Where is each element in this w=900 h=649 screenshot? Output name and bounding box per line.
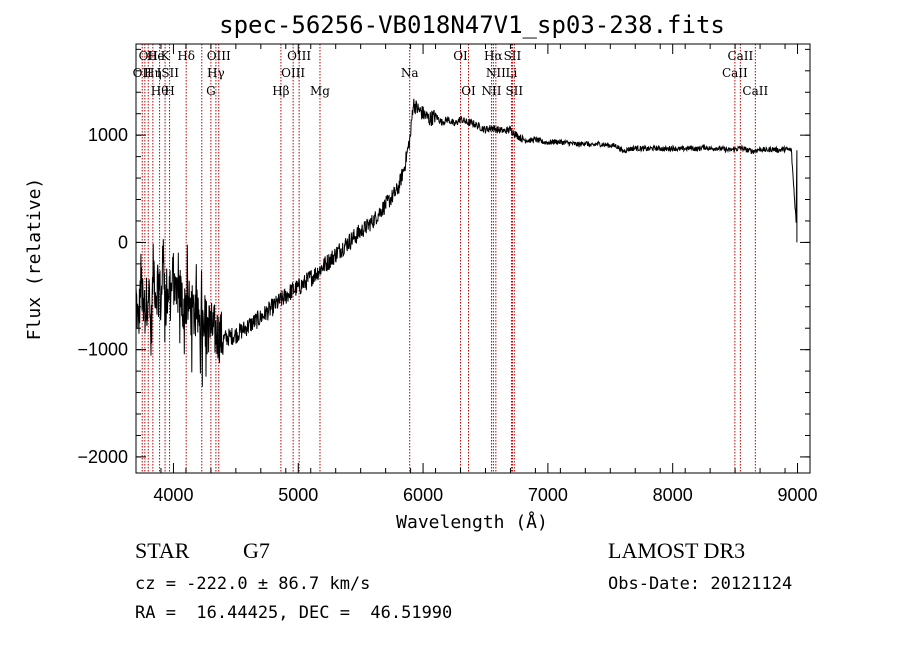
spectral-line-label: CaII (722, 66, 748, 80)
flux-series-line (135, 98, 798, 387)
x-tick-label: 6000 (403, 485, 443, 505)
spectral-line-label: OII (133, 66, 153, 80)
spectral-line-label: H (164, 84, 174, 98)
star-class: STAR (135, 538, 190, 563)
y-tick-label: 0 (118, 232, 128, 252)
spectral-line-label: SII (504, 49, 522, 63)
obs-date: Obs-Date: 20121124 (608, 574, 793, 594)
y-axis-label: Flux (relative) (24, 178, 45, 341)
spectral-line-label: OIII (287, 49, 311, 63)
spectral-line-label: Hβ (272, 84, 289, 98)
series-layer (135, 98, 798, 387)
spectral-line-label: CaII (727, 49, 753, 63)
spectral-line-label: Li (506, 66, 518, 80)
x-tick-label: 5000 (278, 485, 318, 505)
spectral-line-label: G (206, 84, 216, 98)
spectral-lines-layer (141, 44, 756, 473)
axis-ticks-layer: 4000 5000 6000 7000 8000 9000 −2000 −1000 0 1000 (77, 44, 818, 505)
spectral-line-label: OII (139, 49, 159, 63)
spectral-line-label: ISII (157, 66, 180, 80)
plot-frame (135, 43, 811, 474)
survey-name: LAMOST DR3 (608, 538, 746, 563)
star-subclass: G7 (243, 538, 270, 563)
y-tick-label: −2000 (77, 447, 128, 467)
x-tick-label: 7000 (528, 485, 568, 505)
spectral-line-label: OIII (207, 49, 231, 63)
spectral-line-label: He (147, 49, 165, 63)
spectral-line-label: K (161, 49, 171, 63)
y-tick-label: 1000 (88, 125, 128, 145)
spectral-line-label: Na (401, 66, 419, 80)
spectral-line-label: SII (505, 84, 523, 98)
x-tick-label: 9000 (777, 485, 817, 505)
x-axis-label: Wavelength (Å) (396, 511, 548, 533)
chart-title: spec-56256-VB018N47V1_sp03-238.fits (219, 11, 725, 39)
spectral-line-label: OIII (281, 66, 305, 80)
spectral-line-label: NII (481, 84, 501, 98)
spectral-line-label: Hθ (151, 84, 169, 98)
spectral-line-label: Hγ (207, 66, 225, 80)
x-tick-label: 4000 (153, 485, 193, 505)
spectral-line-label: NII (486, 66, 506, 80)
x-tick-label: 8000 (653, 485, 693, 505)
redshift-cz: cz = -222.0 ± 86.7 km/s (135, 574, 371, 594)
spectral-line-label: Hη (144, 66, 162, 80)
spectral-line-label: Hδ (177, 49, 195, 63)
spectral-line-labels-layer: OIIOIIHηHeHθKISIIHHδGHγOIIIHβOIIIOIIIMgN… (133, 49, 769, 98)
coordinates: RA = 16.44425, DEC = 46.51990 (135, 603, 453, 623)
spectral-line-label: OI (453, 49, 468, 63)
spectral-line-label: OI (461, 84, 476, 98)
spectral-line-label: Hα (484, 49, 503, 63)
spectral-line-label: Mg (310, 84, 330, 98)
spectral-line-label: CaII (742, 84, 768, 98)
y-tick-label: −1000 (77, 340, 128, 360)
